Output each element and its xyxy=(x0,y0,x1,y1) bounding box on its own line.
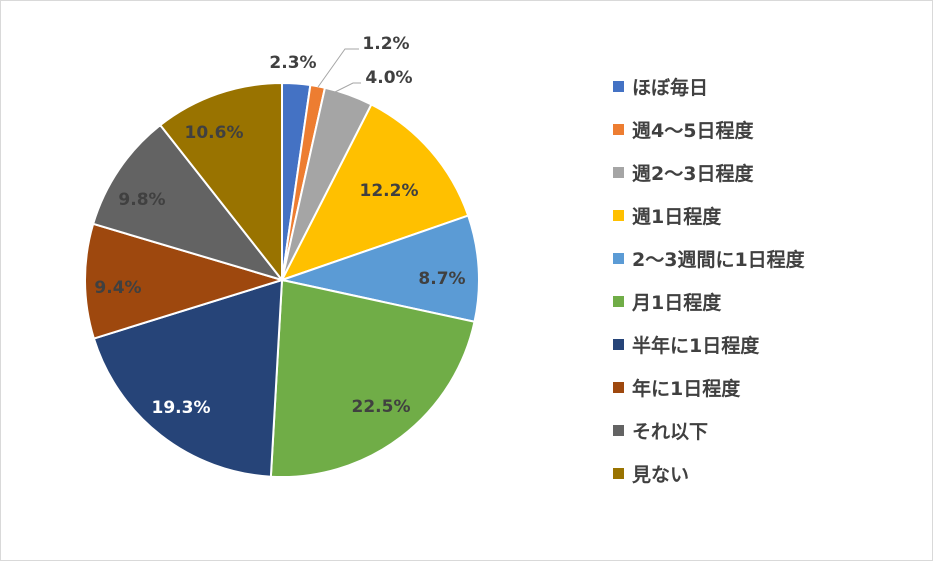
pie-slice xyxy=(269,278,476,479)
legend-label: 週4〜5日程度 xyxy=(632,120,754,142)
legend-item: 週4〜5日程度 xyxy=(613,108,805,151)
legend-item: 週1日程度 xyxy=(613,194,805,237)
leader-line xyxy=(330,82,361,95)
legend-item: ほぼ毎日 xyxy=(613,65,805,108)
legend-label: ほぼ毎日 xyxy=(632,77,709,99)
legend-item: 年に1日程度 xyxy=(613,366,805,409)
legend-swatch xyxy=(613,468,624,479)
legend-item: 見ない xyxy=(613,452,805,495)
legend-label: それ以下 xyxy=(632,421,709,443)
legend-swatch xyxy=(613,296,624,307)
data-label: 8.7% xyxy=(418,269,465,289)
pie-slice xyxy=(158,81,283,283)
legend-item: 月1日程度 xyxy=(613,280,805,323)
pie-slice xyxy=(84,222,286,340)
legend-label: 半年に1日程度 xyxy=(632,335,760,357)
legend-item: 半年に1日程度 xyxy=(613,323,805,366)
legend-label: 月1日程度 xyxy=(632,292,722,314)
legend-swatch xyxy=(613,124,624,135)
legend-swatch xyxy=(613,339,624,350)
data-label: 22.5% xyxy=(352,397,411,417)
legend-swatch xyxy=(613,167,624,178)
data-label: 1.2% xyxy=(362,34,409,54)
pie-slice xyxy=(278,214,480,323)
data-label: 19.3% xyxy=(152,398,211,418)
data-label: 2.3% xyxy=(269,53,316,73)
legend-label: 週1日程度 xyxy=(632,206,722,228)
legend-item: 週2〜3日程度 xyxy=(613,151,805,194)
legend-swatch xyxy=(613,81,624,92)
pie-slice xyxy=(91,123,285,282)
data-label: 9.4% xyxy=(94,278,141,298)
legend-swatch xyxy=(613,382,624,393)
data-label: 12.2% xyxy=(360,181,419,201)
legend-item: 2〜3週間に1日程度 xyxy=(613,237,805,280)
pie-slice xyxy=(92,278,284,478)
legend-item: それ以下 xyxy=(613,409,805,452)
leader-line xyxy=(317,48,359,88)
legend-swatch xyxy=(613,253,624,264)
legend-swatch xyxy=(613,425,624,436)
data-label: 9.8% xyxy=(118,190,165,210)
legend-label: 2〜3週間に1日程度 xyxy=(632,249,805,271)
data-label: 10.6% xyxy=(185,123,244,143)
data-label: 4.0% xyxy=(365,68,412,88)
legend-label: 週2〜3日程度 xyxy=(632,163,754,185)
legend-swatch xyxy=(613,210,624,221)
legend-label: 見ない xyxy=(632,464,690,486)
pie-slice xyxy=(279,103,470,282)
legend-label: 年に1日程度 xyxy=(632,378,741,400)
legend: ほぼ毎日週4〜5日程度 週2〜3日程度 週1日程度 2〜3週間に1日程度 月1日程度半年… xyxy=(613,65,805,495)
